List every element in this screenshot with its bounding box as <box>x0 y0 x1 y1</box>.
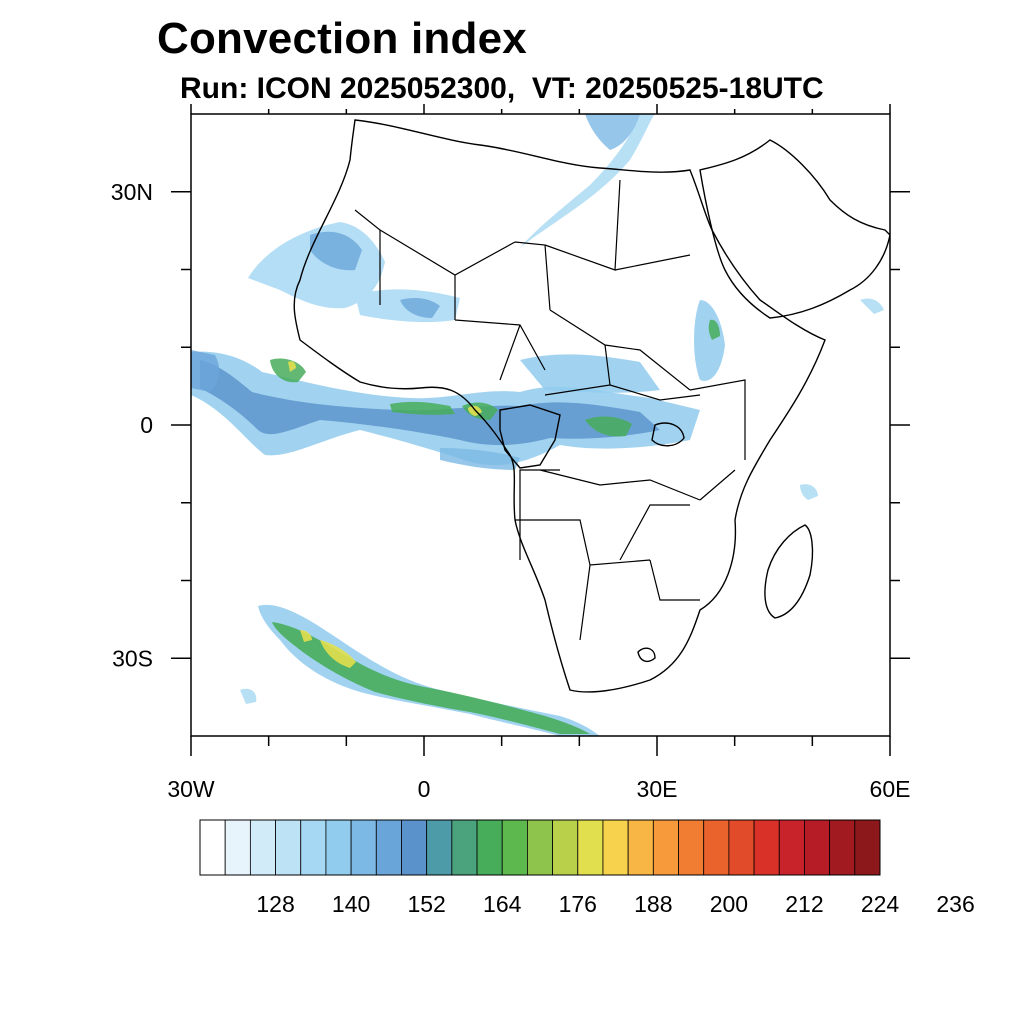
lat-tick-label: 30N <box>111 179 153 205</box>
field-south-atlantic-yellow <box>300 630 356 668</box>
lon-tick-label: 60E <box>870 776 911 802</box>
colorbar-label: 224 <box>861 891 900 917</box>
colorbar-swatch <box>199 819 226 876</box>
colorbar-swatch <box>678 819 705 876</box>
chart-subtitle: Run: ICON 2025052300, VT: 20250525-18UTC <box>180 72 824 105</box>
field-east-africa-green <box>708 319 720 340</box>
field-west-africa-core <box>310 231 440 318</box>
lon-tick-label: 0 <box>418 776 431 802</box>
colorbar-swatch <box>527 819 553 876</box>
colorbar-swatch <box>602 819 629 876</box>
field-west-edge <box>191 350 220 392</box>
congo-basin-borders <box>499 404 561 469</box>
field-east-africa <box>520 300 725 393</box>
colorbar-swatch <box>577 819 604 876</box>
field-gulf-of-guinea <box>440 448 520 470</box>
colorbar-swatch <box>552 819 579 876</box>
colorbar-label: 176 <box>559 891 597 917</box>
colorbar-swatch <box>501 819 528 876</box>
arabia-coast <box>699 139 890 319</box>
map-ticks: 30W 0 30E 60E 30N 0 30S <box>111 104 911 802</box>
field-equatorial-green <box>270 358 632 437</box>
colorbar-swatch <box>426 819 453 876</box>
colorbar-swatch <box>703 819 730 876</box>
colorbar-swatch <box>778 819 805 876</box>
colorbar-label: 152 <box>407 891 445 917</box>
colorbar-label: 200 <box>710 891 748 917</box>
lon-tick-label: 30W <box>167 776 215 802</box>
colorbar-swatch <box>728 819 755 876</box>
colorbar-swatch <box>451 819 478 876</box>
colorbar-swatch <box>275 819 302 876</box>
field-west-africa <box>248 222 460 323</box>
colorbar-label: 236 <box>936 891 974 917</box>
chart-title: Convection index <box>157 14 527 63</box>
field-south-atlantic-band <box>258 604 600 736</box>
colorbar-label: 128 <box>256 891 294 917</box>
colorbar-swatch <box>753 819 780 876</box>
colorbar-swatch <box>652 819 679 876</box>
madagascar-coast <box>764 524 814 619</box>
colorbar-label: 212 <box>785 891 823 917</box>
lat-tick-label: 0 <box>140 412 153 438</box>
colorbar-frame <box>199 819 881 876</box>
field-mediterranean <box>585 114 640 150</box>
convection-field <box>191 114 884 736</box>
lesotho <box>637 647 656 663</box>
colorbar-swatch <box>476 819 503 876</box>
colorbar-swatch <box>804 819 831 876</box>
colorbar-swatch <box>325 819 352 876</box>
colorbar-label: 188 <box>634 891 672 917</box>
colorbar-swatch <box>350 819 377 876</box>
colorbar-swatch <box>829 819 856 876</box>
colorbar: 128 140 152 164 176 188 200 212 224 236 <box>199 819 975 917</box>
field-equatorial-core <box>200 360 660 446</box>
lat-tick-label: 30S <box>112 645 153 671</box>
colorbar-swatch <box>300 819 327 876</box>
colorbar-swatch <box>224 819 251 876</box>
colorbar-label: 164 <box>483 891 522 917</box>
colorbar-swatch <box>854 819 881 876</box>
lake-victoria <box>651 422 685 447</box>
colorbar-swatch <box>249 819 276 876</box>
colorbar-swatch <box>627 819 654 876</box>
colorbar-swatch <box>401 819 428 876</box>
field-northern-streak <box>520 114 655 248</box>
map-outlines <box>293 119 890 693</box>
colorbar-swatch <box>375 819 402 876</box>
lon-tick-label: 30E <box>637 776 678 802</box>
colorbar-label: 140 <box>332 891 370 917</box>
africa-coastline <box>293 119 826 693</box>
internal-borders <box>354 179 746 641</box>
